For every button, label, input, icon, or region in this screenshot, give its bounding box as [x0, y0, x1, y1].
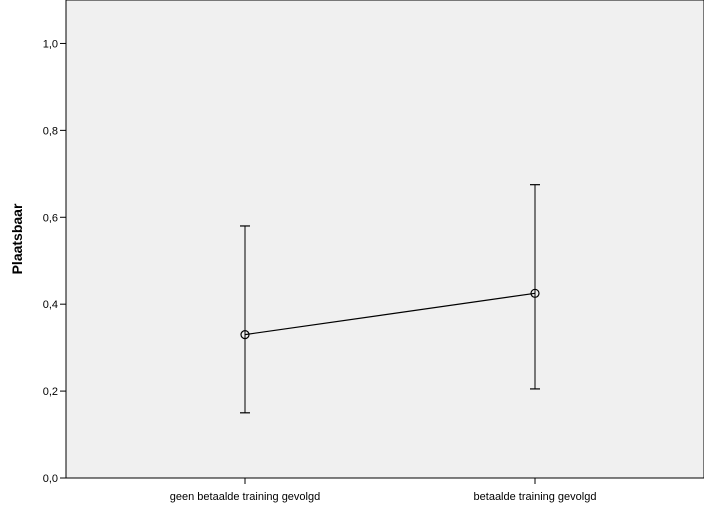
series-line	[244, 292, 536, 336]
y-tick-label: 0,0	[43, 473, 58, 485]
plot-area	[65, 0, 704, 479]
y-tick-label: 0,4	[43, 299, 58, 311]
x-axis: geen betaalde training gevolgd betaalde t…	[170, 478, 597, 503]
data-point	[530, 288, 540, 298]
y-tick-label: 0,8	[43, 125, 58, 137]
y-tick-label: 0,2	[43, 386, 58, 398]
data-point	[240, 330, 250, 340]
y-tick-label: 1,0	[43, 38, 58, 50]
x-tick-label: betaalde training gevolgd	[474, 491, 597, 503]
x-tick-label: geen betaalde training gevolgd	[170, 491, 320, 503]
y-axis: 0,0 0,2 0,4 0,6 0,8 1,0	[43, 38, 66, 485]
y-axis-title: Plaatsbaar	[9, 203, 25, 274]
y-tick-label: 0,6	[43, 212, 58, 224]
series-group	[240, 184, 540, 414]
